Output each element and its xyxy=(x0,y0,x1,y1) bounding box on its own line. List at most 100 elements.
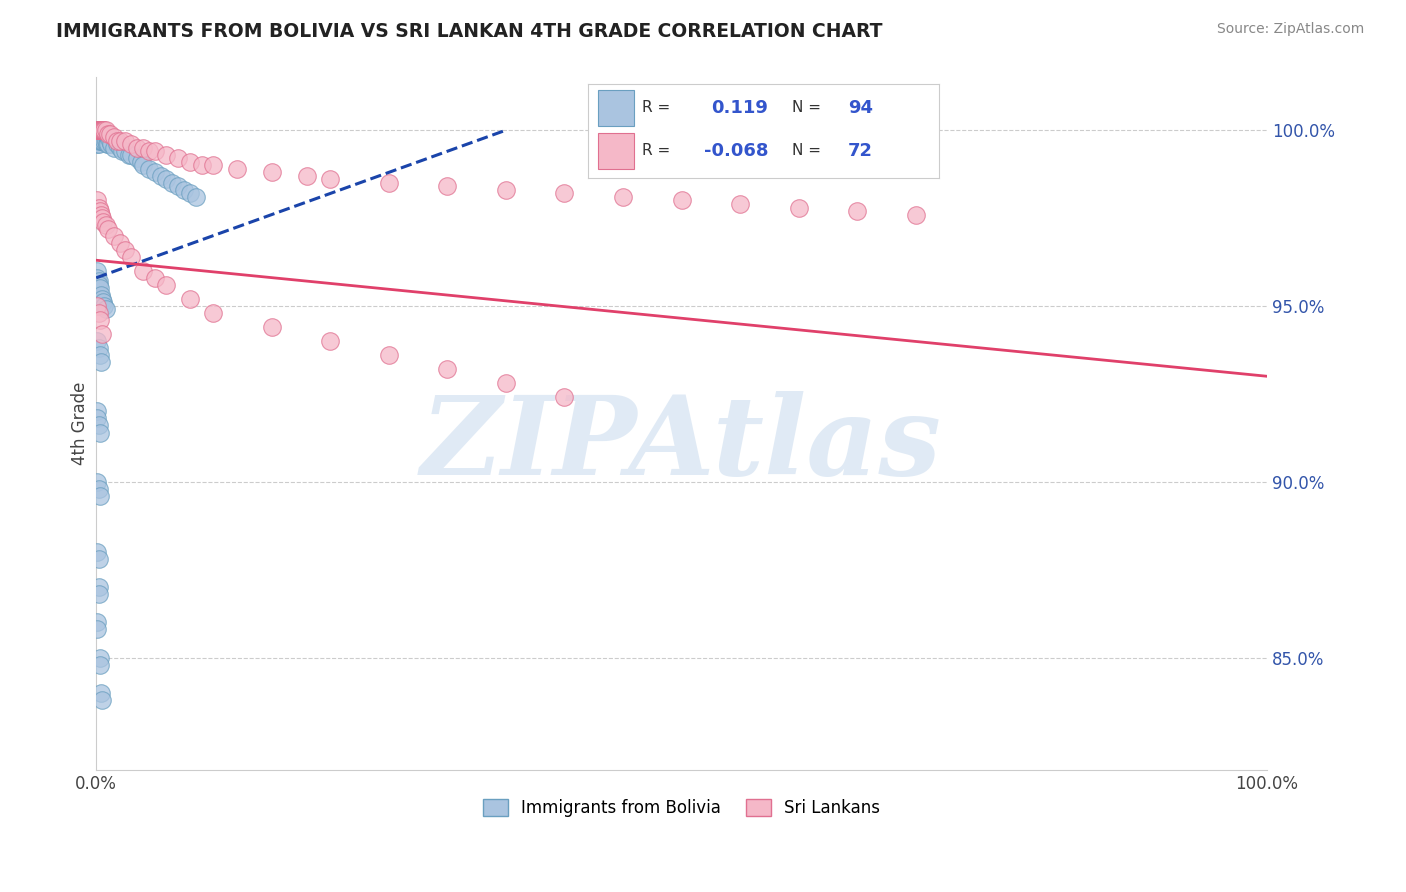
Point xyxy=(98,127,121,141)
Point xyxy=(89,204,111,219)
Point xyxy=(132,264,155,278)
Point xyxy=(190,158,212,172)
Point xyxy=(94,123,117,137)
Point xyxy=(787,201,810,215)
Point xyxy=(143,270,166,285)
Point xyxy=(87,274,110,288)
Point xyxy=(91,130,114,145)
Point xyxy=(728,197,751,211)
Point xyxy=(87,137,110,152)
Point xyxy=(118,148,141,162)
Point xyxy=(120,137,142,152)
Point xyxy=(103,130,125,145)
Point xyxy=(90,127,112,141)
Point xyxy=(179,292,201,306)
Point xyxy=(127,151,149,165)
Point xyxy=(129,154,152,169)
Y-axis label: 4th Grade: 4th Grade xyxy=(72,382,89,466)
Point xyxy=(671,194,693,208)
Point xyxy=(149,169,172,183)
Point xyxy=(108,141,131,155)
Point xyxy=(98,134,121,148)
Point xyxy=(86,123,108,137)
Point xyxy=(100,137,122,152)
Point xyxy=(90,123,112,137)
Point xyxy=(86,411,108,425)
Point xyxy=(103,141,125,155)
Point xyxy=(846,204,869,219)
Point xyxy=(89,123,111,137)
Point xyxy=(86,123,108,137)
Text: Source: ZipAtlas.com: Source: ZipAtlas.com xyxy=(1216,22,1364,37)
Point xyxy=(87,130,110,145)
Point xyxy=(86,270,108,285)
Point xyxy=(91,123,114,137)
Point xyxy=(97,130,120,145)
Point xyxy=(86,123,108,137)
Point xyxy=(114,145,136,159)
Point xyxy=(86,299,108,313)
Point xyxy=(86,545,108,559)
Point xyxy=(90,686,112,700)
Point xyxy=(143,145,166,159)
Point xyxy=(111,145,134,159)
Point xyxy=(86,623,108,637)
Point xyxy=(114,243,136,257)
Point xyxy=(91,123,114,137)
Point xyxy=(436,179,458,194)
Point xyxy=(91,123,114,137)
Point xyxy=(86,123,108,137)
Point xyxy=(86,615,108,630)
Point xyxy=(90,208,112,222)
Point xyxy=(97,137,120,152)
Point xyxy=(91,127,114,141)
Point xyxy=(86,123,108,137)
Point xyxy=(89,281,111,295)
Point xyxy=(86,475,108,489)
Point xyxy=(93,130,115,145)
Point xyxy=(93,127,115,141)
Point xyxy=(225,161,247,176)
Point xyxy=(86,123,108,137)
Point xyxy=(90,355,112,369)
Point xyxy=(202,306,225,320)
Point xyxy=(260,165,283,179)
Point xyxy=(86,264,108,278)
Point xyxy=(553,390,575,404)
Point xyxy=(96,130,118,145)
Point xyxy=(89,650,111,665)
Point xyxy=(91,130,114,145)
Point xyxy=(295,169,318,183)
Point xyxy=(90,134,112,148)
Point xyxy=(90,130,112,145)
Point xyxy=(91,295,114,310)
Point xyxy=(87,341,110,355)
Point xyxy=(94,302,117,317)
Point xyxy=(91,211,114,225)
Point xyxy=(86,194,108,208)
Point xyxy=(96,137,118,152)
Point xyxy=(378,348,401,362)
Point xyxy=(155,148,177,162)
Point xyxy=(105,137,128,152)
Point xyxy=(89,134,111,148)
Point xyxy=(167,179,190,194)
Point xyxy=(89,130,111,145)
Point xyxy=(91,327,114,342)
Point xyxy=(184,190,207,204)
Point xyxy=(155,172,177,186)
Point xyxy=(97,221,120,235)
Point xyxy=(179,154,201,169)
Point xyxy=(132,158,155,172)
Point xyxy=(87,127,110,141)
Point xyxy=(319,334,342,348)
Point xyxy=(904,208,927,222)
Point xyxy=(87,201,110,215)
Point xyxy=(173,183,195,197)
Point xyxy=(612,190,634,204)
Point xyxy=(93,299,115,313)
Point xyxy=(553,186,575,201)
Point xyxy=(436,362,458,376)
Point xyxy=(120,250,142,264)
Point xyxy=(91,123,114,137)
